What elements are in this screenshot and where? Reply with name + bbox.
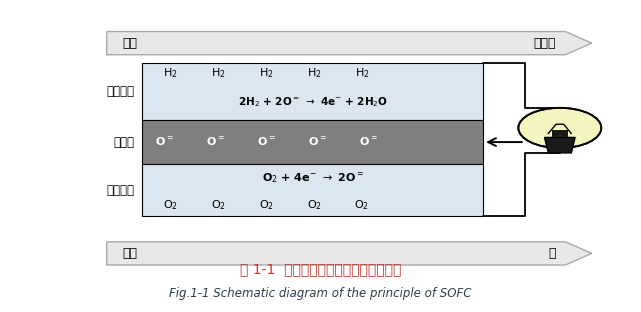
Text: O$_2$: O$_2$ — [306, 198, 322, 212]
Polygon shape — [544, 138, 575, 153]
Text: 图 1-1  固体氧化物燃料电池原理示意图: 图 1-1 固体氧化物燃料电池原理示意图 — [240, 262, 401, 276]
Text: 水蒸气: 水蒸气 — [533, 37, 556, 50]
Polygon shape — [106, 32, 592, 55]
Circle shape — [519, 108, 601, 148]
Bar — [142, 120, 483, 164]
Text: 燃料: 燃料 — [122, 37, 138, 50]
Bar — [551, 130, 568, 138]
Text: O$^{=}$: O$^{=}$ — [154, 136, 174, 148]
Text: O$^{=}$: O$^{=}$ — [308, 136, 327, 148]
Text: O$_2$: O$_2$ — [163, 198, 178, 212]
Text: H$_2$: H$_2$ — [163, 67, 178, 80]
Polygon shape — [106, 242, 592, 265]
Text: H$_2$: H$_2$ — [259, 67, 274, 80]
Text: O$^{=}$: O$^{=}$ — [257, 136, 276, 148]
Text: O$_2$: O$_2$ — [211, 198, 226, 212]
Text: O$_2$: O$_2$ — [259, 198, 274, 212]
Text: 多孔阳极: 多孔阳极 — [106, 85, 134, 98]
Text: O$_2$ + 4e$^{-}$ $\rightarrow$ 2O$^{=}$: O$_2$ + 4e$^{-}$ $\rightarrow$ 2O$^{=}$ — [262, 172, 363, 185]
Text: H$_2$: H$_2$ — [354, 67, 369, 80]
Text: 空气: 空气 — [122, 247, 138, 260]
Text: 2H$_2$ + 2O$^{=}$ $\rightarrow$ 4e$^{-}$ + 2H$_2$O: 2H$_2$ + 2O$^{=}$ $\rightarrow$ 4e$^{-}$… — [238, 95, 388, 109]
Text: Fig.1-1 Schematic diagram of the principle of SOFC: Fig.1-1 Schematic diagram of the princip… — [169, 287, 472, 300]
Text: 热: 热 — [548, 247, 556, 260]
Text: O$^{=}$: O$^{=}$ — [206, 136, 224, 148]
Bar — [142, 164, 483, 216]
Text: O$^{=}$: O$^{=}$ — [359, 136, 378, 148]
Bar — [142, 63, 483, 120]
Text: 电解质: 电解质 — [113, 136, 134, 149]
Text: 多孔阴极: 多孔阴极 — [106, 183, 134, 197]
Text: H$_2$: H$_2$ — [211, 67, 226, 80]
Text: H$_2$: H$_2$ — [307, 67, 321, 80]
Text: O$_2$: O$_2$ — [354, 198, 369, 212]
